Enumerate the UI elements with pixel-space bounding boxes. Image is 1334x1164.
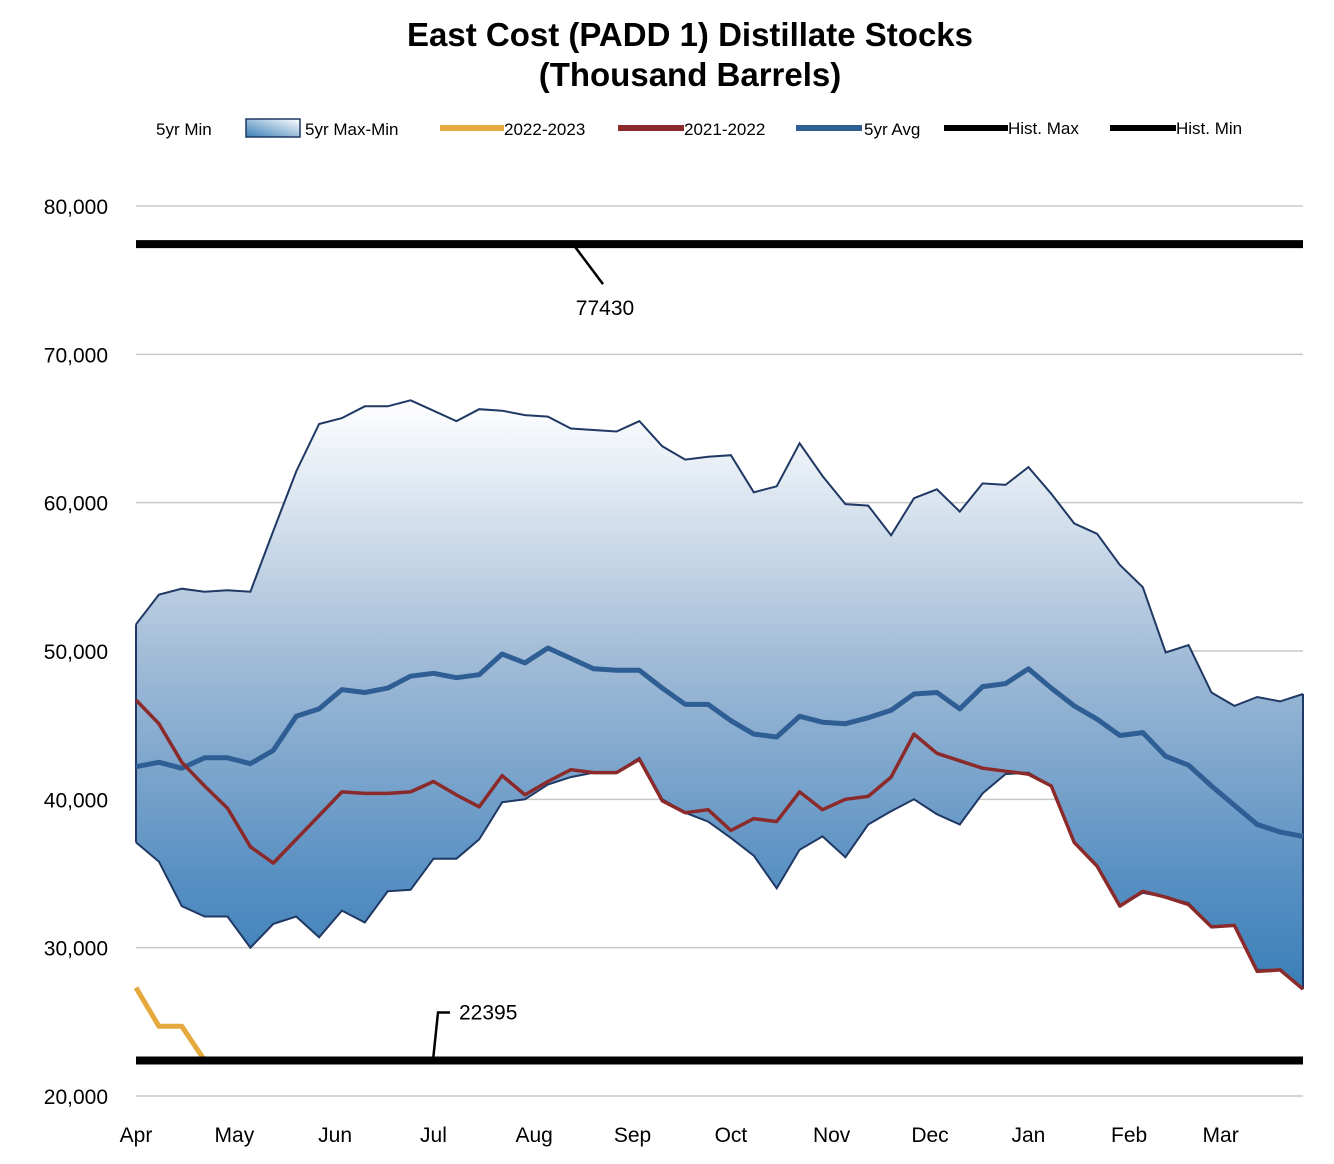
y-tick-label: 30,000 — [44, 938, 108, 961]
x-tick-label: Feb — [1111, 1124, 1147, 1147]
line-2022-2023 — [133, 986, 207, 1062]
hist-max-label: 77430 — [576, 297, 634, 320]
legend-swatch-5yr-max-min — [245, 118, 301, 138]
y-tick-label: 70,000 — [44, 344, 108, 367]
x-tick-label: Jun — [318, 1124, 352, 1147]
x-axis-ticks: Apr May Jun Jul Aug Sep Oct Nov Dec Jan Feb Mar — [120, 1124, 1239, 1147]
x-tick-label: Aug — [515, 1124, 552, 1147]
x-tick-label: Mar — [1203, 1124, 1239, 1147]
y-axis-ticks: 20,000 30,000 40,000 50,000 60,000 70,000 80,0… — [44, 196, 108, 1109]
x-tick-label: Oct — [715, 1124, 748, 1147]
y-tick-label: 20,000 — [44, 1086, 108, 1109]
y-tick-label: 50,000 — [44, 641, 108, 664]
line-5yr-avg — [135, 645, 1304, 839]
line-5yr-max — [135, 399, 1304, 708]
legend-label-5yr-min: 5yr Min — [156, 120, 212, 139]
chart-title-line-1: East Cost (PADD 1) Distillate Stocks — [407, 16, 973, 53]
y-tick-label: 80,000 — [44, 196, 108, 219]
legend-label-2021-2022: 2021-2022 — [684, 120, 765, 139]
line-2021-2022 — [134, 698, 1305, 991]
legend-label-5yr-max-min: 5yr Max-Min — [305, 120, 399, 139]
x-tick-label: Dec — [911, 1124, 948, 1147]
x-tick-label: Jul — [420, 1124, 447, 1147]
x-tick-label: Sep — [614, 1124, 651, 1147]
y-tick-label: 60,000 — [44, 493, 108, 516]
hist-min-label: 22395 — [459, 1001, 517, 1024]
hist-max-leader — [572, 243, 604, 285]
legend-label-hist-max: Hist. Max — [1008, 119, 1079, 138]
legend: 5yr Min 5yr Max-Min 2022-2023 2021-2022 … — [156, 118, 1242, 139]
x-tick-label: Nov — [813, 1124, 851, 1147]
legend-label-hist-min: Hist. Min — [1176, 119, 1242, 138]
legend-label-2022-2023: 2022-2023 — [504, 120, 585, 139]
x-tick-label: May — [215, 1124, 255, 1147]
x-tick-label: Apr — [120, 1124, 153, 1147]
x-tick-label: Jan — [1011, 1124, 1045, 1147]
y-tick-label: 40,000 — [44, 789, 108, 812]
hist-min-leader — [431, 1011, 450, 1061]
band-5yr-max-min — [136, 400, 1303, 990]
legend-label-5yr-avg: 5yr Avg — [864, 120, 920, 139]
chart-title-line-2: (Thousand Barrels) — [539, 56, 842, 93]
